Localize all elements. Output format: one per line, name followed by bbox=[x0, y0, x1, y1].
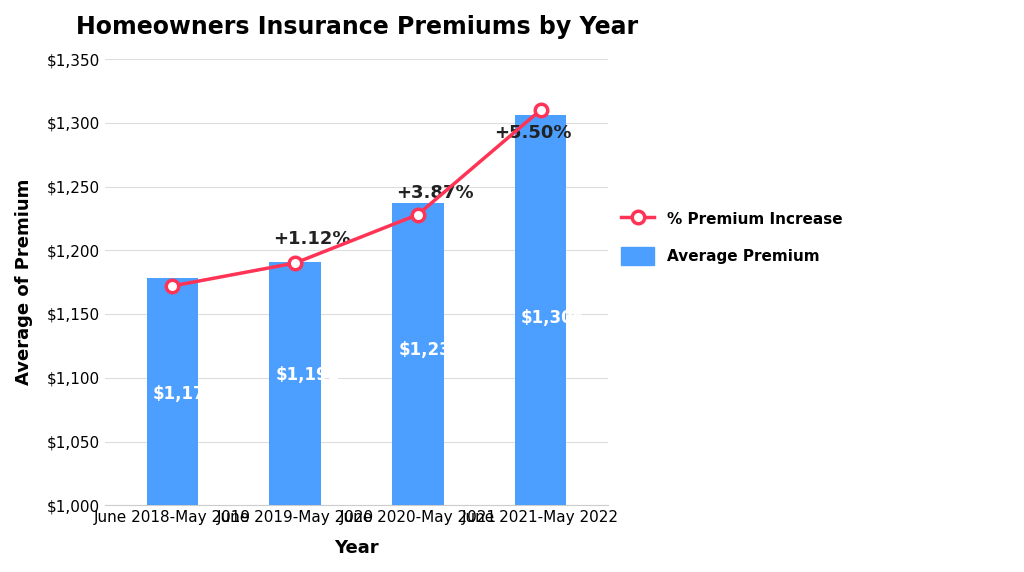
Text: +3.87%: +3.87% bbox=[396, 184, 473, 202]
Bar bbox=[146, 279, 199, 505]
Bar bbox=[515, 115, 566, 505]
Text: +1.12%: +1.12% bbox=[273, 230, 350, 248]
X-axis label: Year: Year bbox=[334, 539, 379, 557]
Legend: % Premium Increase, Average Premium: % Premium Increase, Average Premium bbox=[621, 210, 843, 265]
Text: $1,237: $1,237 bbox=[398, 340, 463, 359]
Y-axis label: Average of Premium: Average of Premium bbox=[15, 179, 33, 386]
Title: Homeowners Insurance Premiums by Year: Homeowners Insurance Premiums by Year bbox=[76, 15, 638, 39]
Text: $1,191: $1,191 bbox=[275, 366, 340, 384]
Text: $1,178: $1,178 bbox=[153, 386, 217, 403]
Text: $1,306: $1,306 bbox=[521, 309, 585, 327]
Bar bbox=[392, 203, 443, 505]
Bar bbox=[269, 262, 321, 505]
Text: +5.50%: +5.50% bbox=[494, 124, 571, 142]
